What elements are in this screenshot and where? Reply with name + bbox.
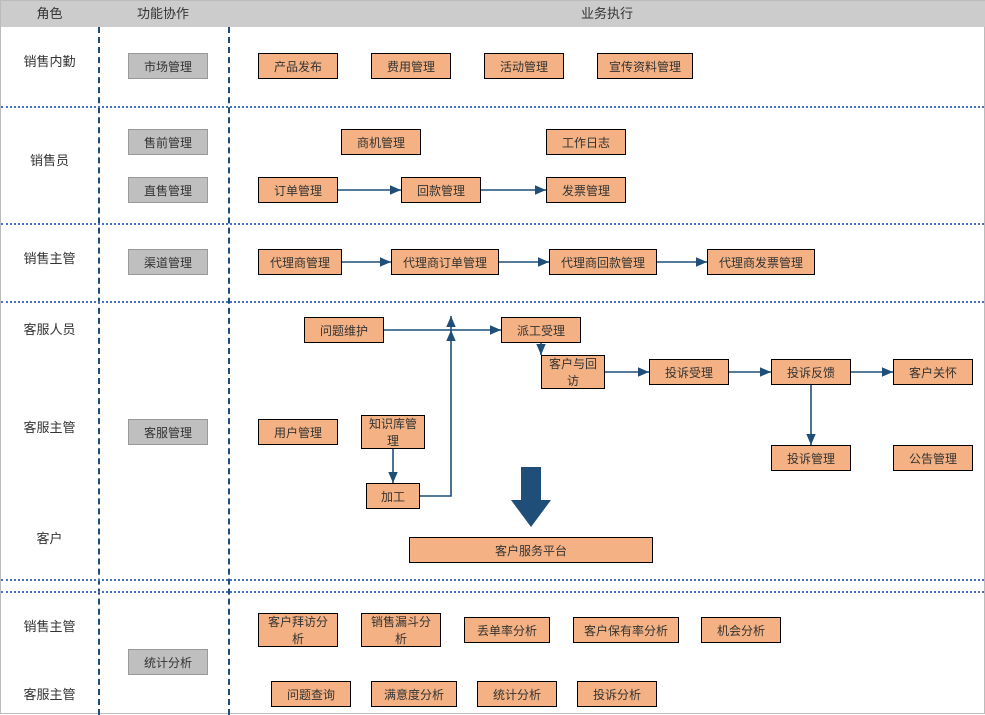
user-mgmt: 用户管理 <box>258 419 338 445</box>
agent-invoice: 代理商发票管理 <box>707 249 815 275</box>
row-divider <box>1 223 984 225</box>
stats-analysis: 统计分析 <box>477 681 557 707</box>
expense-mgmt: 费用管理 <box>371 53 451 79</box>
channel-mgmt: 渠道管理 <box>128 249 208 275</box>
arrow-layer <box>1 1 985 715</box>
invoice-mgmt: 发票管理 <box>546 177 626 203</box>
order-mgmt: 订单管理 <box>258 177 338 203</box>
product-publish: 产品发布 <box>258 53 338 79</box>
cust-revisit: 客户与回访 <box>541 355 605 389</box>
dispatch: 派工受理 <box>501 317 581 343</box>
loss-rate: 丢单率分析 <box>464 617 550 643</box>
retention: 客户保有率分析 <box>573 617 679 643</box>
complaint-mgmt: 投诉管理 <box>771 445 851 471</box>
satisfaction: 满意度分析 <box>371 681 457 707</box>
row-divider <box>1 301 984 303</box>
presale-mgmt: 售前管理 <box>128 129 208 155</box>
opportunity: 商机管理 <box>341 129 421 155</box>
role-label: 销售员 <box>1 150 98 169</box>
funnel-analysis: 销售漏斗分析 <box>361 613 441 647</box>
vline-2 <box>228 27 230 715</box>
agent-order: 代理商订单管理 <box>391 249 499 275</box>
activity-mgmt: 活动管理 <box>484 53 564 79</box>
kb-mgmt: 知识库管理 <box>361 415 425 449</box>
cust-care: 客户关怀 <box>893 359 973 385</box>
issue-maint: 问题维护 <box>304 317 384 343</box>
payment-mgmt: 回款管理 <box>401 177 481 203</box>
role-label: 销售主管 <box>1 616 98 635</box>
market-mgmt: 市场管理 <box>128 53 208 79</box>
notice-mgmt: 公告管理 <box>893 445 973 471</box>
stats-analysis-gray: 统计分析 <box>128 649 208 675</box>
row-divider <box>1 579 984 581</box>
agent-payment: 代理商回款管理 <box>549 249 657 275</box>
promo-material: 宣传资料管理 <box>597 53 693 79</box>
vline-1 <box>98 27 100 715</box>
complaint-feedback: 投诉反馈 <box>771 359 851 385</box>
role-label: 客服主管 <box>1 684 98 703</box>
chance-analysis: 机会分析 <box>701 617 781 643</box>
role-label: 客户 <box>1 528 98 547</box>
service-mgmt: 客服管理 <box>128 419 208 445</box>
agent-mgmt: 代理商管理 <box>258 249 342 275</box>
role-label: 销售内勤 <box>1 51 98 70</box>
role-label: 销售主管 <box>1 248 98 267</box>
row-divider <box>1 591 984 593</box>
direct-mgmt: 直售管理 <box>128 177 208 203</box>
header-role: 角色 <box>1 1 98 27</box>
issue-query: 问题查询 <box>271 681 351 707</box>
row-divider <box>1 106 984 108</box>
header-func: 功能协作 <box>98 1 228 27</box>
complaint-accept: 投诉受理 <box>649 359 729 385</box>
processing: 加工 <box>366 483 420 509</box>
service-platform: 客户服务平台 <box>409 537 653 563</box>
big-down-arrow <box>511 467 551 527</box>
swimlane-diagram: 角色 功能协作 业务执行 销售内勤销售员销售主管客服人员客服主管客户销售主管客服… <box>0 0 985 714</box>
role-label: 客服主管 <box>1 417 98 436</box>
visit-analysis: 客户拜访分析 <box>258 613 338 647</box>
work-log: 工作日志 <box>546 129 626 155</box>
role-label: 客服人员 <box>1 319 98 338</box>
header-exec: 业务执行 <box>228 1 985 27</box>
complaint-analysis: 投诉分析 <box>577 681 657 707</box>
